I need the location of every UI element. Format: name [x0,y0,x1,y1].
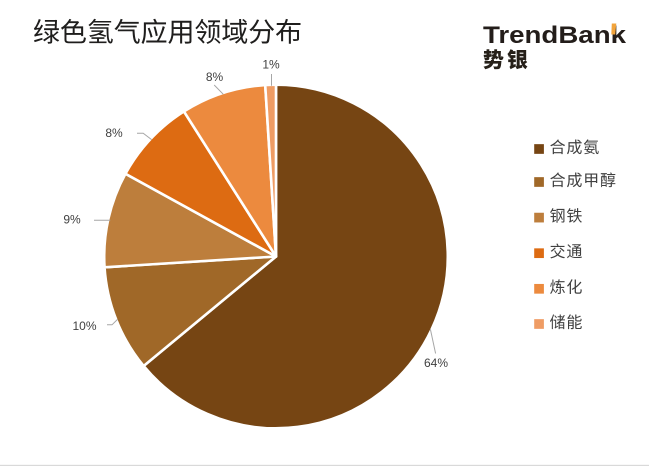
svg-text:8%: 8% [206,70,224,84]
svg-text:1%: 1% [262,57,280,71]
svg-text:8%: 8% [105,126,123,140]
svg-text:64%: 64% [424,356,448,370]
svg-text:TrendBank: TrendBank [483,22,626,49]
svg-text:9%: 9% [63,212,81,226]
svg-text:10%: 10% [72,319,96,333]
